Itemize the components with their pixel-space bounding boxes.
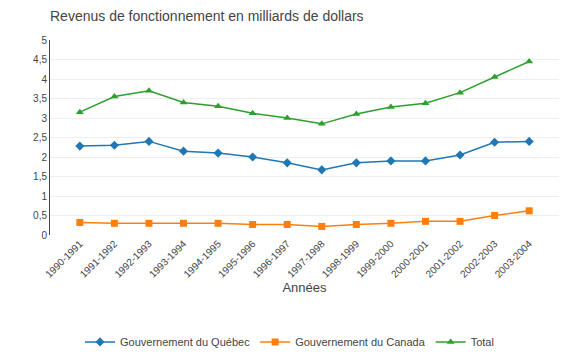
- svg-text:2,5: 2,5: [33, 132, 47, 143]
- svg-text:Gouvernement du Canada: Gouvernement du Canada: [295, 336, 426, 348]
- svg-text:4: 4: [41, 74, 47, 85]
- svg-text:Revenus de fonctionnement en m: Revenus de fonctionnement en milliards d…: [50, 8, 364, 24]
- svg-text:1996-1997: 1996-1997: [251, 238, 293, 280]
- svg-text:4,5: 4,5: [33, 54, 47, 65]
- svg-text:2000-2001: 2000-2001: [389, 238, 431, 280]
- svg-text:2: 2: [41, 152, 47, 163]
- svg-text:1990-1991: 1990-1991: [43, 238, 85, 280]
- svg-text:5: 5: [41, 35, 47, 46]
- svg-text:2002-2003: 2002-2003: [458, 238, 500, 280]
- svg-text:Total: Total: [471, 336, 494, 348]
- svg-text:2003-2004: 2003-2004: [493, 238, 535, 280]
- svg-text:3,5: 3,5: [33, 93, 47, 104]
- svg-text:1,5: 1,5: [33, 171, 47, 182]
- svg-text:2001-2002: 2001-2002: [423, 238, 465, 280]
- svg-text:Années: Années: [282, 280, 327, 295]
- svg-text:1: 1: [41, 191, 47, 202]
- svg-text:1998-1999: 1998-1999: [320, 238, 362, 280]
- svg-text:1997-1998: 1997-1998: [285, 238, 327, 280]
- svg-text:1991-1992: 1991-1992: [78, 238, 120, 280]
- svg-text:1994-1995: 1994-1995: [181, 238, 223, 280]
- svg-text:3: 3: [41, 113, 47, 124]
- svg-text:0,5: 0,5: [33, 210, 47, 221]
- svg-text:Gouvernement du Québec: Gouvernement du Québec: [120, 336, 250, 348]
- svg-text:1992-1993: 1992-1993: [112, 238, 154, 280]
- svg-text:1995-1996: 1995-1996: [216, 238, 258, 280]
- svg-text:1993-1994: 1993-1994: [147, 238, 189, 280]
- svg-text:0: 0: [41, 230, 47, 241]
- svg-text:1999-2000: 1999-2000: [354, 238, 396, 280]
